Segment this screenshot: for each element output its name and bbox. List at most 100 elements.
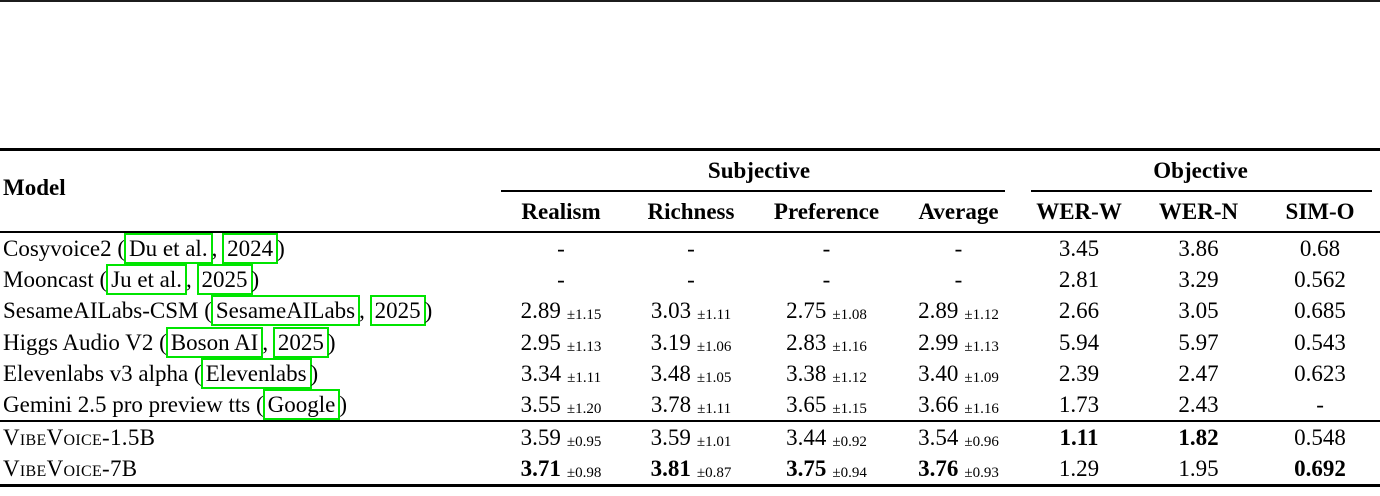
value-cell: 2.83 ±1.16 xyxy=(757,327,896,359)
std-dev-value: ±0.96 xyxy=(964,434,999,450)
group-header-objective: Objective xyxy=(1021,150,1380,192)
value-cell: 2.99 ±1.13 xyxy=(896,327,1021,359)
value-cell: 2.75 ±1.08 xyxy=(757,295,896,327)
std-dev-value: ±0.93 xyxy=(964,464,999,481)
std-dev-value: ±1.05 xyxy=(696,370,732,387)
subjective-cmidrule xyxy=(501,190,1006,192)
std-dev-value: ±1.15 xyxy=(832,401,867,418)
metric-value: 3.55 xyxy=(520,392,561,418)
column-header-row: Realism Richness Preference Average WER-… xyxy=(0,192,1380,233)
metric-value: 3.48 xyxy=(650,361,691,387)
std-dev-value: ±1.13 xyxy=(964,338,999,355)
metric-value: 3.75 xyxy=(786,455,827,481)
table-row: Gemini 2.5 pro preview tts (Google) 3.55 ±… xyxy=(0,389,1380,422)
metric-value: 3.40 xyxy=(918,361,959,387)
std-dev-value: ±1.12 xyxy=(832,370,867,387)
std-dev-value: ±0.95 xyxy=(566,434,602,450)
value-cell: 1.11 xyxy=(1021,421,1137,453)
value-cell: 3.78 ±1.11 xyxy=(625,390,757,422)
model-name-text: ) xyxy=(277,235,285,261)
metric-value: 3.03 xyxy=(650,298,692,324)
subjective-group-label: Subjective xyxy=(707,158,811,183)
citation-link[interactable]: 2025 xyxy=(369,295,426,327)
metric-value: 5.97 xyxy=(1178,329,1219,355)
metric-value: 3.78 xyxy=(650,392,692,418)
model-name-text: Mooncast ( xyxy=(3,266,108,292)
value-cell: 3.71 ±0.98 xyxy=(497,453,625,485)
value-cell: 0.548 xyxy=(1260,421,1380,453)
table-row: Higgs Audio V2 (Boson AI, 2025) 2.95 ±1.13… xyxy=(0,326,1380,359)
metric-value: 3.44 xyxy=(786,425,827,450)
value-cell: - xyxy=(757,264,896,296)
citation-link[interactable]: Boson AI xyxy=(165,326,264,358)
citation-link[interactable]: SesameAILabs xyxy=(210,295,361,327)
std-dev-value: ±0.94 xyxy=(832,464,867,481)
results-table: Model Subjective Objective Realism Richn… xyxy=(0,148,1380,487)
value-cell: 3.34 ±1.11 xyxy=(497,358,625,390)
metric-value: 1.11 xyxy=(1059,425,1099,450)
results-table-container: Model Subjective Objective Realism Richn… xyxy=(0,148,1380,487)
metric-value: 2.39 xyxy=(1058,361,1100,387)
metric-value: 3.66 xyxy=(918,392,959,418)
metric-value: 3.59 xyxy=(650,425,691,450)
model-name-text: ) xyxy=(310,361,319,387)
metric-value: 2.75 xyxy=(786,298,827,324)
metric-value: 0.685 xyxy=(1294,298,1346,324)
metric-value: 2.89 xyxy=(520,298,561,324)
value-cell: 3.03 ±1.11 xyxy=(625,295,757,327)
model-name-text: , xyxy=(186,266,198,292)
metric-value: - xyxy=(954,266,963,292)
value-cell: 1.82 xyxy=(1137,421,1260,453)
model-name-text: ) xyxy=(339,392,348,418)
metric-value: 3.86 xyxy=(1178,235,1219,261)
value-cell: 0.68 xyxy=(1260,232,1380,264)
value-cell: 3.59 ±1.01 xyxy=(625,421,757,453)
std-dev-value: ±0.98 xyxy=(566,464,602,481)
metric-value: 2.99 xyxy=(918,329,959,355)
std-dev-value: ±1.11 xyxy=(567,370,602,387)
citation-link[interactable]: Google xyxy=(262,389,341,421)
citation-link[interactable]: Ju et al. xyxy=(106,263,188,295)
value-cell: 0.685 xyxy=(1260,295,1380,327)
column-header-realism: Realism xyxy=(497,192,625,233)
citation-link[interactable]: 2024 xyxy=(222,232,279,264)
metric-value: 1.95 xyxy=(1178,455,1219,481)
metric-value: - xyxy=(822,235,831,261)
value-cell: 3.19 ±1.06 xyxy=(625,327,757,359)
model-name: Cosyvoice2 (Du et al., 2024) xyxy=(0,232,497,264)
std-dev-value: ±1.20 xyxy=(566,401,602,418)
std-dev-value: ±1.01 xyxy=(696,434,732,450)
metric-value: 3.71 xyxy=(520,455,561,481)
column-header-average: Average xyxy=(896,192,1022,233)
model-name-text: , xyxy=(359,298,371,324)
metric-value: 1.29 xyxy=(1058,455,1100,481)
value-cell: 0.623 xyxy=(1260,358,1380,390)
value-cell: 2.81 xyxy=(1021,264,1137,296)
objective-group-label: Objective xyxy=(1153,158,1248,183)
table-row: VibeVoice-7B 3.71 ±0.98 3.81 ±0.87 3.75 ±0.94 3… xyxy=(0,453,1380,485)
metric-value: 1.82 xyxy=(1178,425,1219,450)
model-column-header: Model xyxy=(0,149,497,233)
column-header-wer-w: WER-W xyxy=(1021,192,1138,233)
citation-link[interactable]: 2025 xyxy=(196,263,253,295)
citation-link[interactable]: Elevenlabs xyxy=(200,358,312,390)
metric-value: 3.34 xyxy=(520,361,562,387)
metric-value: 2.66 xyxy=(1058,298,1100,324)
metric-value: - xyxy=(557,266,565,292)
model-name-text: SesameAILabs-CSM ( xyxy=(3,298,212,324)
citation-link[interactable]: 2025 xyxy=(272,326,329,358)
value-cell: 3.29 xyxy=(1137,264,1260,296)
value-cell: - xyxy=(625,264,757,296)
metric-value: 3.19 xyxy=(650,329,691,355)
model-name-text: Cosyvoice2 ( xyxy=(3,235,126,261)
metric-value: 0.548 xyxy=(1294,425,1346,450)
citation-link[interactable]: Du et al. xyxy=(124,232,213,264)
model-name-text: Elevenlabs v3 alpha ( xyxy=(3,361,202,387)
value-cell: 3.59 ±0.95 xyxy=(497,421,625,453)
model-name: VibeVoice-1.5B xyxy=(0,421,497,453)
column-header-richness: Richness xyxy=(625,192,757,233)
model-name: Higgs Audio V2 (Boson AI, 2025) xyxy=(0,326,497,359)
metric-value: 3.54 xyxy=(918,425,959,450)
metric-value: 0.692 xyxy=(1294,455,1346,481)
value-cell: 3.40 ±1.09 xyxy=(896,358,1021,390)
